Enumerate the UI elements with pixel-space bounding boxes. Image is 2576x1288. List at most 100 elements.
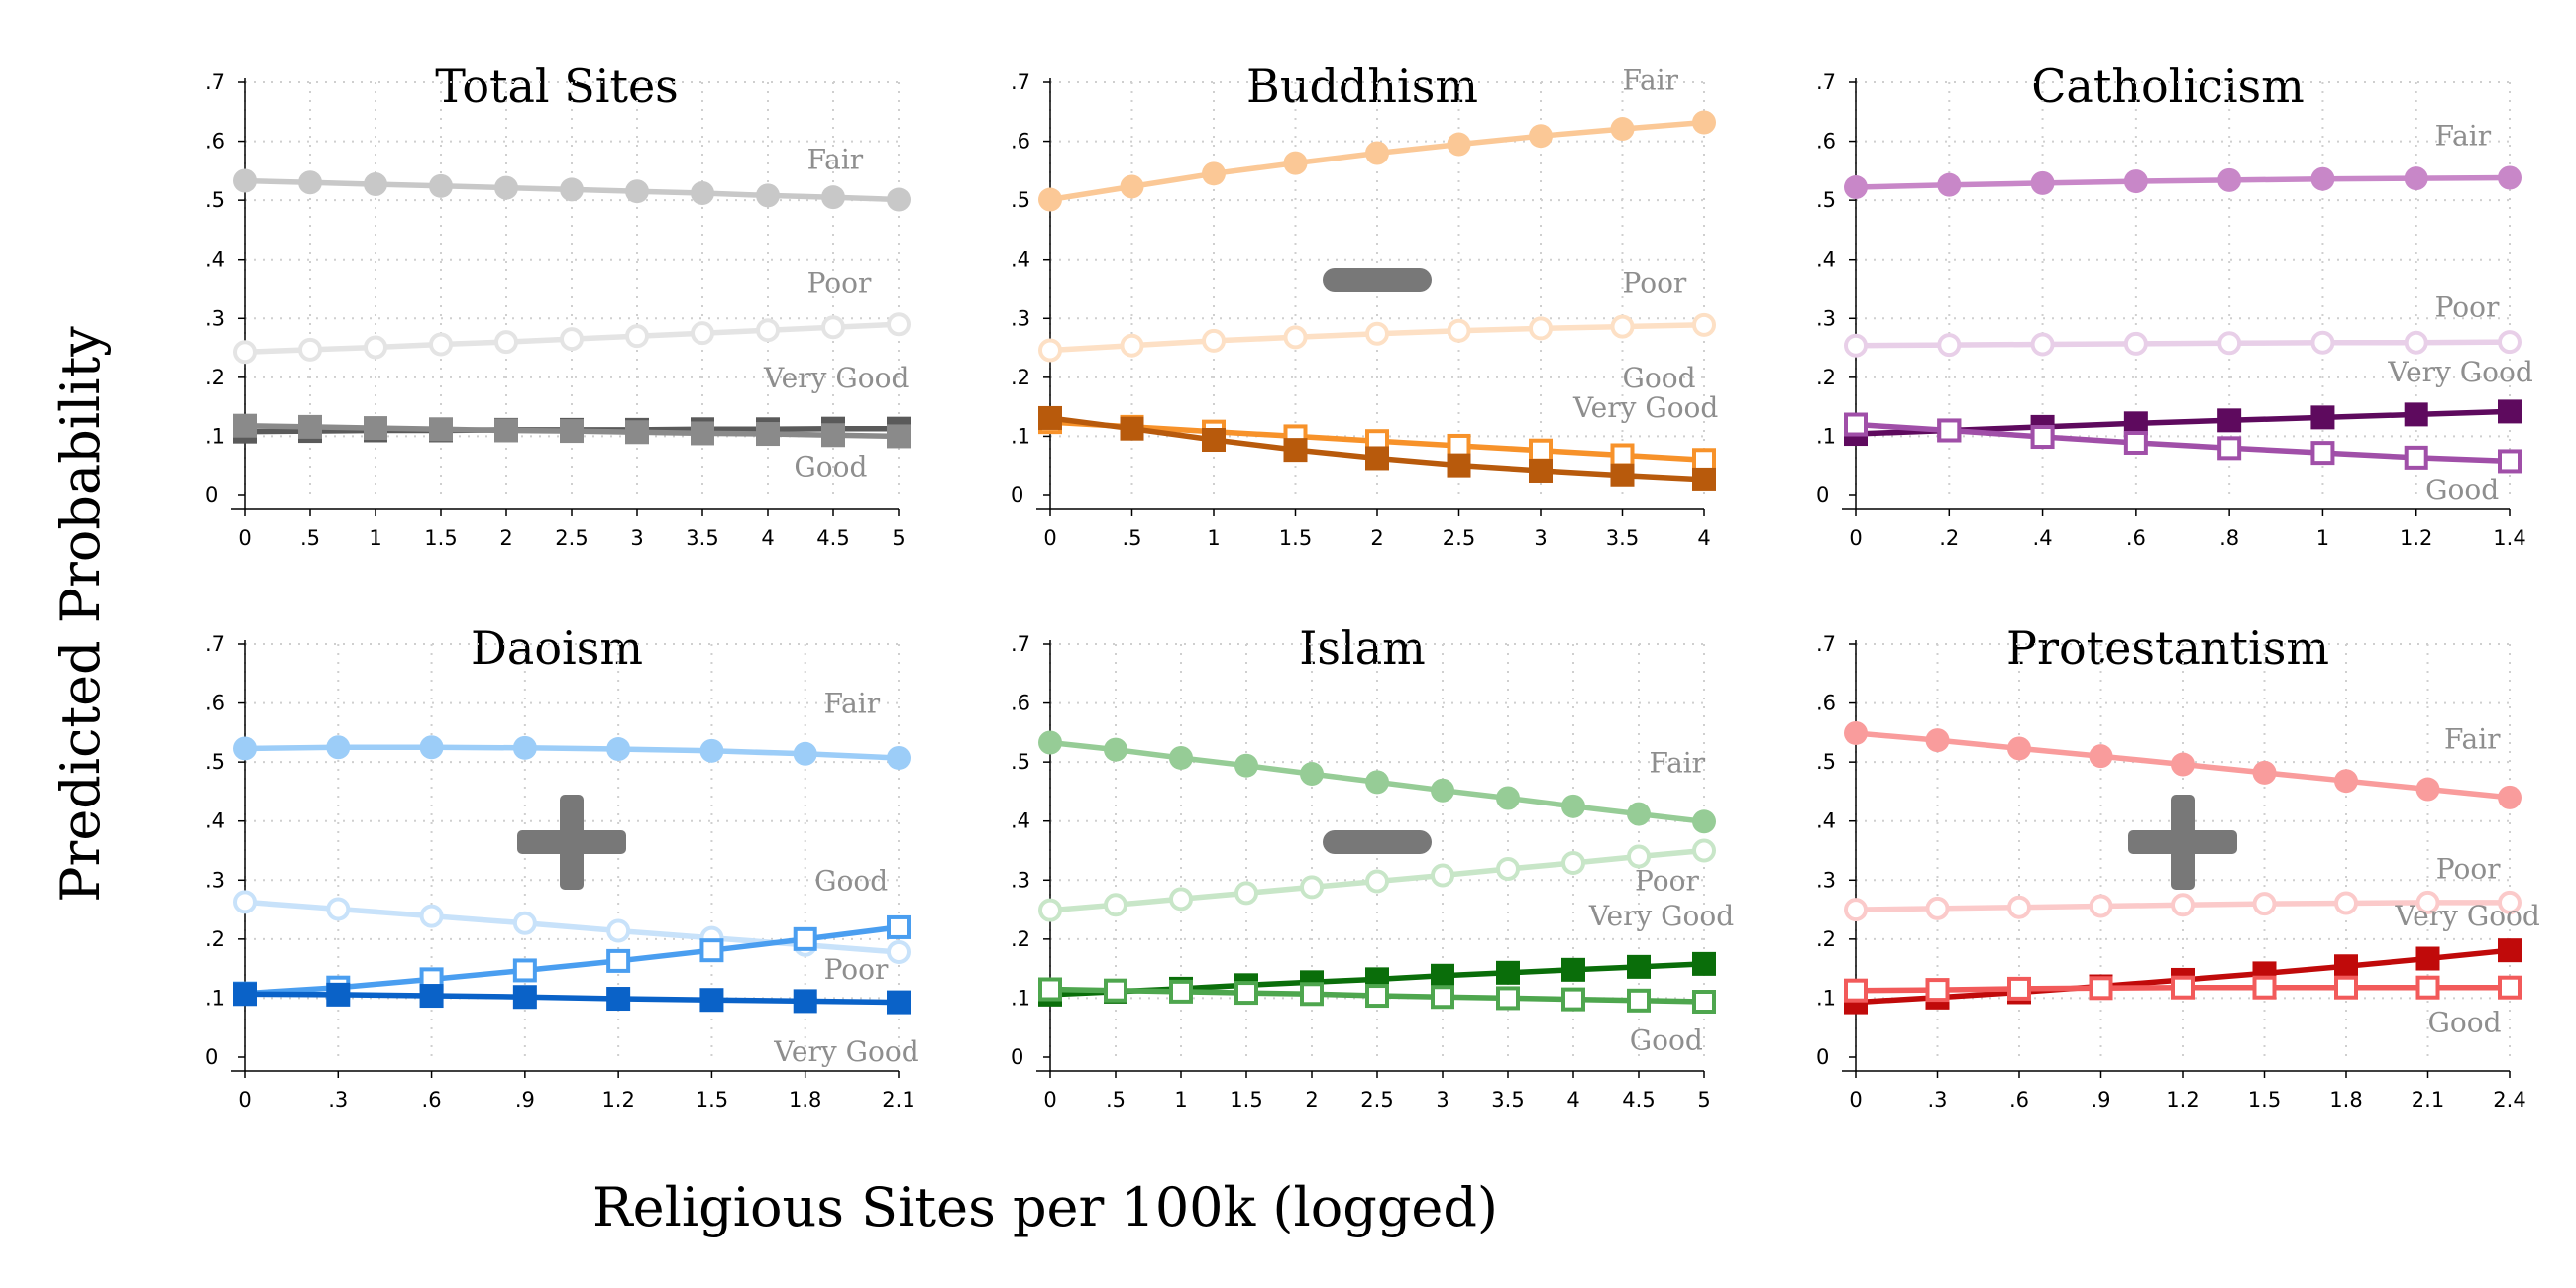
minus-sign-icon: [1323, 830, 1432, 854]
data-point: [625, 324, 649, 349]
data-point: [2310, 441, 2335, 466]
y-tick-label: 0: [1816, 483, 1829, 507]
data-point: [2171, 893, 2195, 917]
data-point: [756, 183, 780, 208]
data-point: [2498, 399, 2522, 424]
data-point: [2089, 976, 2113, 1001]
panel-title: Buddhism: [1246, 59, 1478, 113]
series-label: Fair: [1623, 64, 1679, 97]
data-point: [699, 738, 724, 763]
series-label: Very Good: [2395, 900, 2540, 932]
data-point: [1529, 316, 1553, 341]
series-label: Very Good: [1572, 391, 1718, 424]
y-tick-label: .7: [1011, 632, 1030, 656]
data-point: [2334, 954, 2358, 979]
x-tick-label: .8: [2219, 526, 2239, 550]
x-tick-label: .6: [2126, 526, 2146, 550]
series-fair: [1038, 110, 1716, 212]
data-point: [2252, 892, 2277, 916]
series-label: Poor: [807, 268, 872, 300]
x-tick-label: .4: [2033, 526, 2053, 550]
data-point: [2252, 975, 2277, 1000]
data-point: [1844, 898, 1868, 922]
x-tick-label: 1.8: [2329, 1088, 2362, 1112]
series-fair: [233, 168, 911, 212]
panel-title: Daoism: [471, 621, 643, 675]
y-tick-label: .2: [1816, 927, 1836, 951]
data-point: [364, 416, 387, 441]
panel-4: Daoism 0 .1 .2 .3 .4 .5 .6 .7 0 .3 .6 .9 1.2 1.5 1.8 2.1…: [205, 621, 919, 1112]
x-tick-label: 4: [1566, 1088, 1579, 1112]
data-point: [1038, 338, 1062, 363]
y-tick-label: .3: [205, 868, 225, 892]
y-tick-label: .5: [205, 188, 225, 212]
data-point: [2030, 170, 2055, 195]
data-point: [793, 989, 817, 1014]
data-point: [2123, 331, 2148, 356]
data-point: [419, 904, 444, 928]
y-axis-title: Predicted Probability: [50, 326, 112, 903]
series-poor: [1038, 312, 1716, 363]
y-tick-label: .2: [1011, 927, 1030, 951]
series-label: Poor: [824, 953, 889, 986]
series-line: [244, 991, 900, 1006]
data-point: [1365, 446, 1389, 471]
data-point: [233, 890, 257, 914]
series-label: Fair: [2444, 722, 2501, 755]
data-point: [494, 330, 518, 355]
series-label: Fair: [824, 688, 881, 720]
data-point: [2498, 165, 2522, 190]
data-point: [2171, 752, 2195, 777]
data-point: [1610, 117, 1635, 142]
data-point: [560, 419, 584, 444]
data-point: [887, 990, 911, 1015]
data-point: [429, 417, 453, 442]
data-point: [1283, 325, 1308, 350]
data-point: [1120, 333, 1144, 358]
series-good: [233, 413, 911, 449]
data-point: [1561, 794, 1585, 818]
series-line: [1855, 174, 2511, 190]
data-point: [2007, 895, 2031, 919]
data-point: [1447, 453, 1471, 478]
data-point: [1844, 720, 1868, 745]
data-point: [1844, 412, 1868, 437]
data-point: [1610, 314, 1635, 339]
data-point: [1300, 875, 1324, 900]
data-point: [756, 422, 780, 447]
data-point: [2415, 975, 2440, 1000]
data-point: [364, 335, 387, 360]
data-point: [1844, 978, 1868, 1003]
data-point: [429, 173, 453, 198]
data-point: [2498, 449, 2522, 474]
data-point: [512, 911, 537, 935]
series-label: Poor: [1635, 864, 1699, 897]
x-tick-label: 5: [1697, 1088, 1710, 1112]
series-very-good: [1038, 405, 1716, 491]
x-tick-label: 2.5: [1360, 1088, 1393, 1112]
y-tick-label: .2: [205, 927, 225, 951]
series-label: Fair: [807, 144, 864, 176]
y-tick-label: .4: [1011, 248, 1030, 271]
data-point: [1038, 187, 1062, 212]
data-point: [2310, 405, 2335, 430]
y-tick-label: .7: [205, 632, 225, 656]
y-tick-label: .6: [205, 130, 225, 154]
y-tick-label: .7: [205, 70, 225, 94]
data-point: [326, 897, 351, 921]
x-tick-label: 4.5: [1622, 1088, 1655, 1112]
series-label: Good: [1630, 1023, 1703, 1056]
data-point: [1844, 175, 1868, 200]
data-point: [2404, 445, 2428, 470]
data-point: [298, 170, 322, 195]
data-point: [1496, 786, 1520, 810]
y-tick-label: .3: [1816, 306, 1836, 330]
x-tick-label: 1.2: [2400, 526, 2432, 550]
data-point: [1038, 730, 1062, 755]
data-point: [821, 185, 845, 210]
data-point: [793, 741, 817, 766]
data-point: [1202, 328, 1226, 353]
data-point: [233, 340, 257, 365]
data-point: [1104, 978, 1127, 1003]
data-point: [1925, 896, 1950, 920]
